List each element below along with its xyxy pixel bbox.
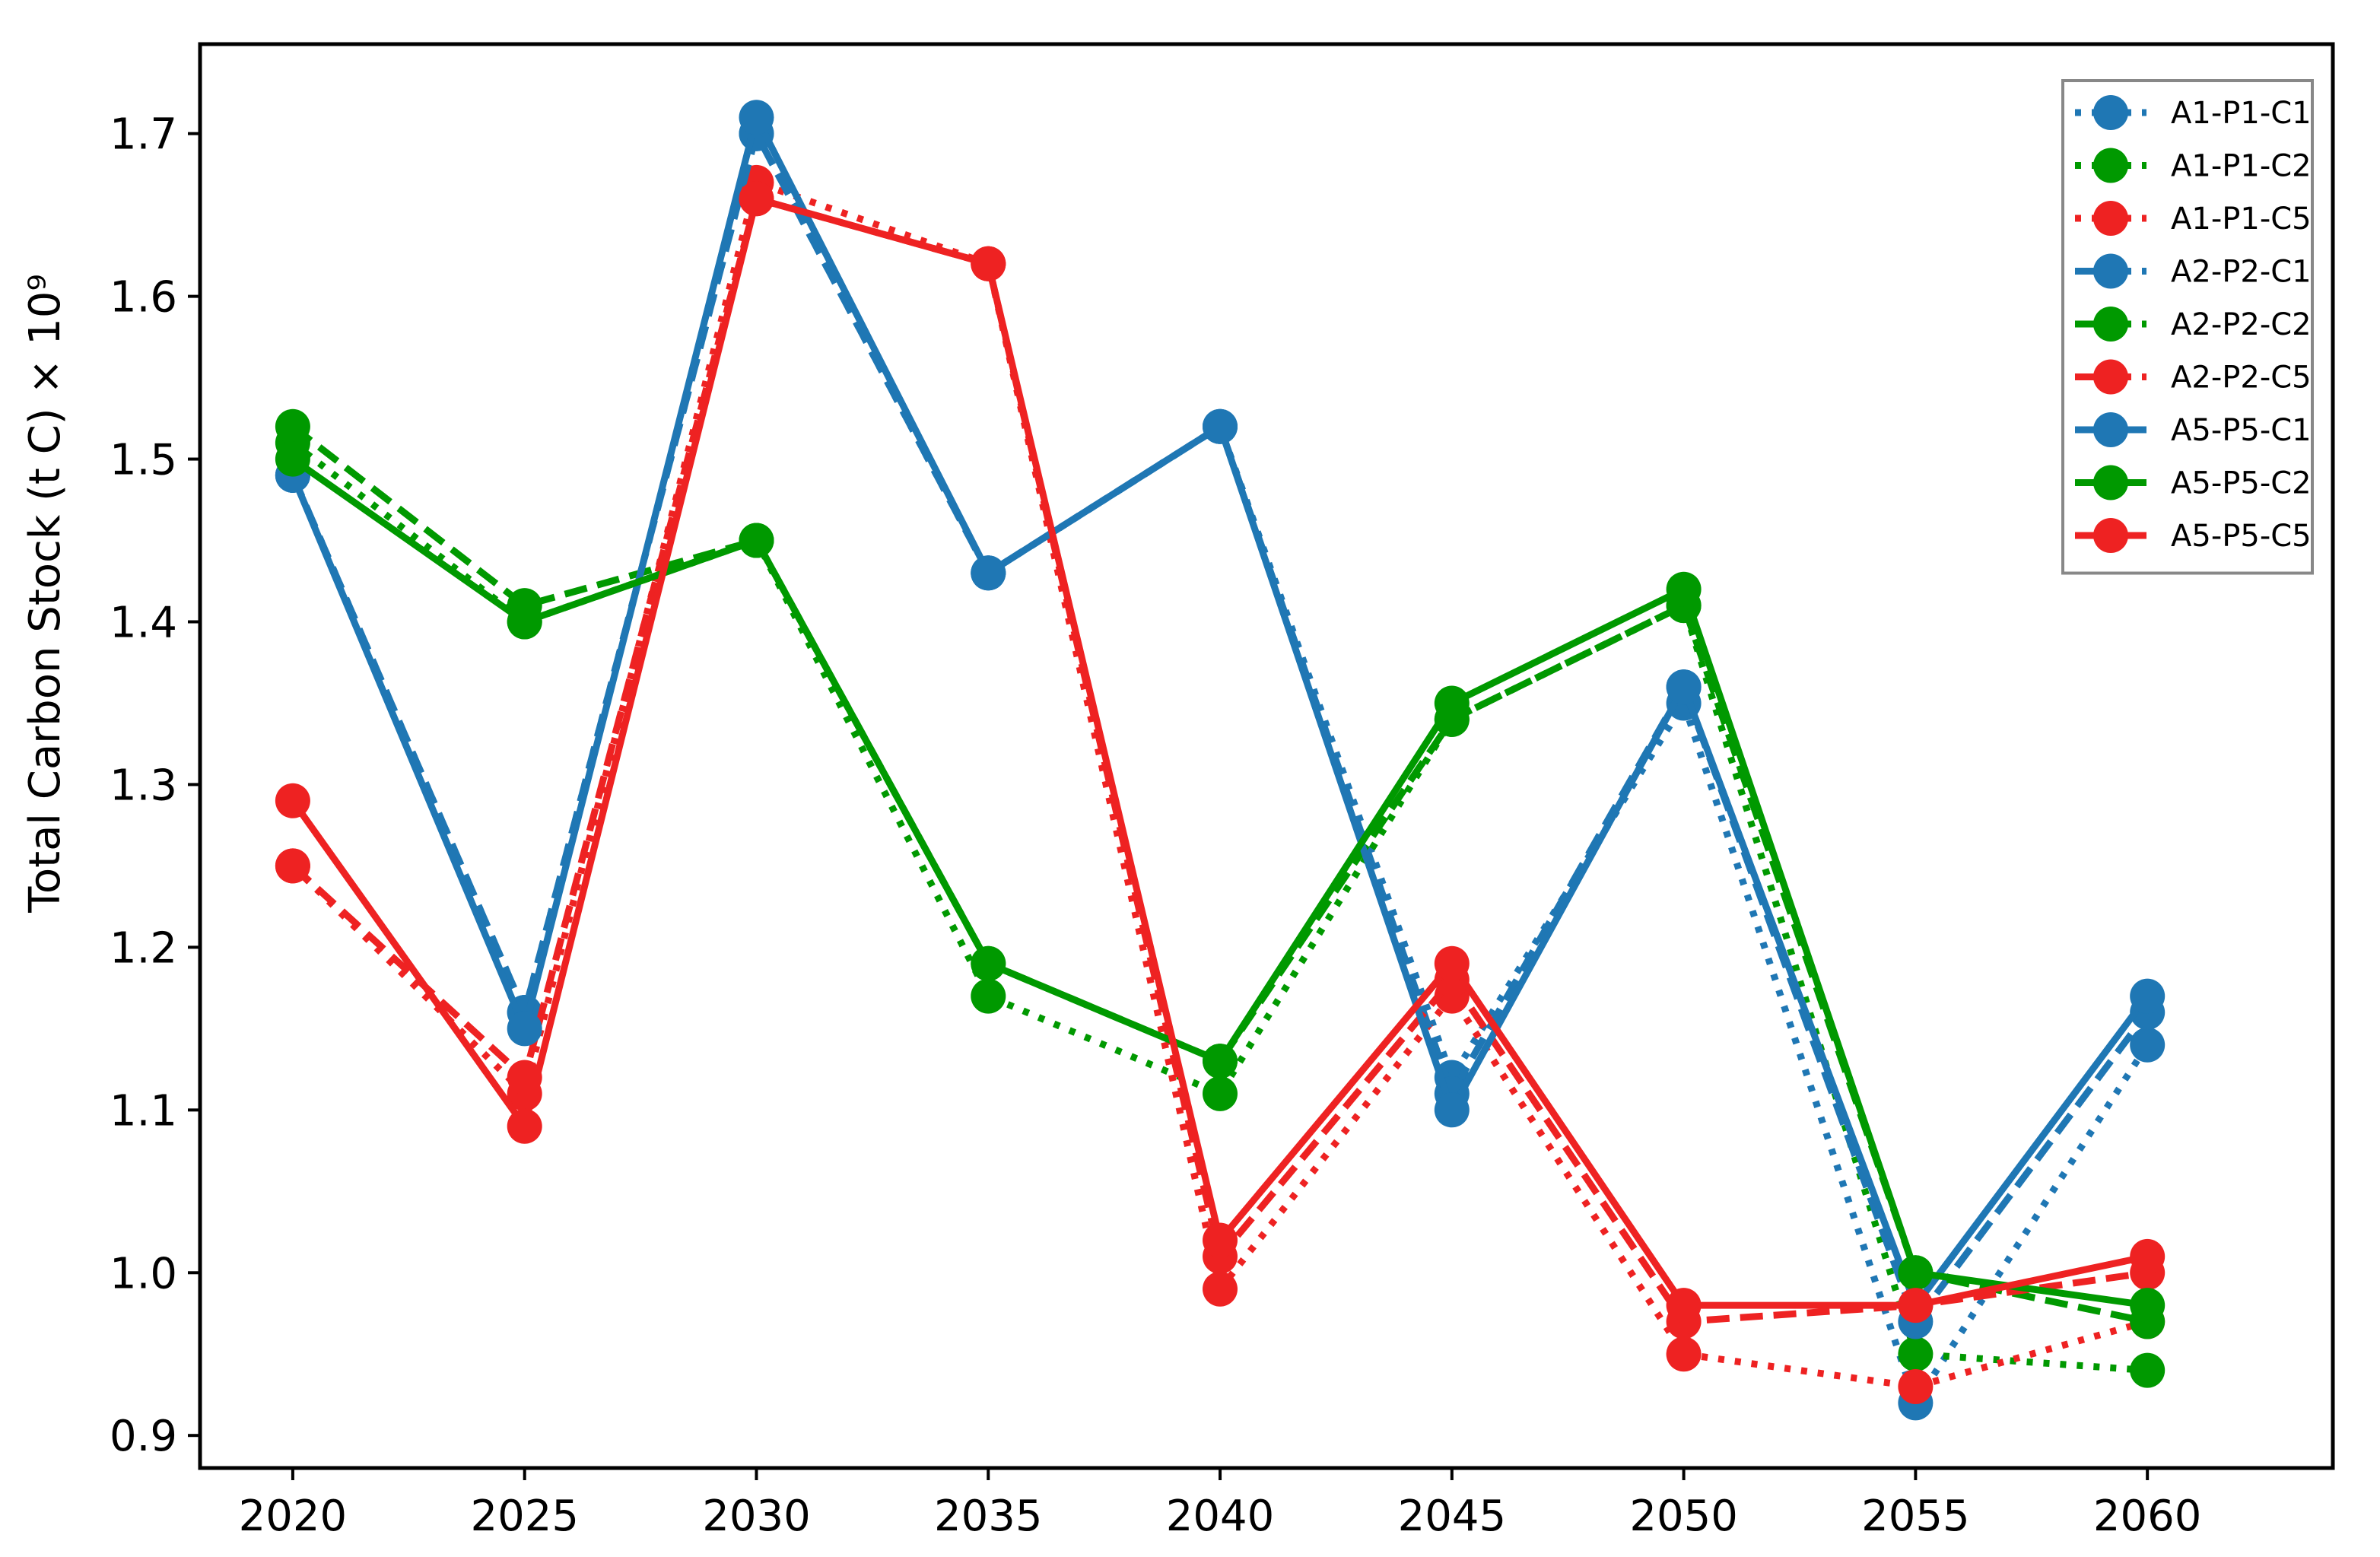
y-tick-label: 1.1 bbox=[110, 1086, 177, 1136]
data-point-A1-P1-C2-2040 bbox=[1203, 1076, 1238, 1111]
legend-marker-A1-P1-C2 bbox=[2093, 148, 2128, 183]
data-point-A1-P1-C1-2060 bbox=[2130, 1027, 2166, 1063]
data-point-A5-P5-C1-2045 bbox=[1434, 1092, 1470, 1128]
x-tick-label: 2035 bbox=[934, 1492, 1043, 1541]
y-tick-label: 1.7 bbox=[110, 110, 177, 160]
x-tick-label: 2025 bbox=[470, 1492, 579, 1541]
data-point-A5-P5-C2-2040 bbox=[1203, 1044, 1238, 1079]
data-point-A5-P5-C1-2060 bbox=[2130, 978, 2166, 1014]
data-point-A5-P5-C1-2025 bbox=[507, 1011, 542, 1047]
legend-label-A2-P2-C2: A2-P2-C2 bbox=[2171, 307, 2312, 342]
y-tick-label: 1.4 bbox=[110, 598, 177, 647]
x-tick-label: 2040 bbox=[1166, 1492, 1275, 1541]
data-point-A5-P5-C2-2060 bbox=[2130, 1288, 2166, 1323]
legend-marker-A5-P5-C5 bbox=[2093, 518, 2128, 553]
legend-label-A2-P2-C1: A2-P2-C1 bbox=[2171, 255, 2312, 290]
data-point-A5-P5-C2-2035 bbox=[971, 945, 1006, 981]
legend: A1-P1-C1 A1-P1-C2 A1-P1-C5 A2-P2-C1 A2-P2-C2… bbox=[2061, 79, 2314, 575]
data-point-A2-P2-C2-2020 bbox=[275, 408, 310, 444]
y-tick-label: 1.0 bbox=[110, 1249, 177, 1298]
legend-marker-A5-P5-C2 bbox=[2093, 465, 2128, 500]
legend-label-A5-P5-C5: A5-P5-C5 bbox=[2171, 519, 2312, 554]
y-tick-label: 1.6 bbox=[110, 273, 177, 323]
legend-label-A2-P2-C5: A2-P2-C5 bbox=[2171, 361, 2312, 396]
x-tick-label: 2030 bbox=[702, 1492, 811, 1541]
legend-marker-A1-P1-C1 bbox=[2093, 95, 2128, 130]
data-point-A5-P5-C5-2050 bbox=[1666, 1288, 1702, 1323]
data-point-A5-P5-C2-2025 bbox=[507, 604, 542, 640]
data-point-A5-P5-C5-2045 bbox=[1434, 945, 1470, 981]
data-point-A5-P5-C5-2060 bbox=[2130, 1238, 2166, 1274]
y-tick-label: 1.5 bbox=[110, 436, 177, 485]
data-point-A5-P5-C5-2055 bbox=[1898, 1288, 1934, 1323]
data-point-A1-P1-C5-2050 bbox=[1666, 1336, 1702, 1372]
plot-area bbox=[275, 100, 2166, 1421]
data-point-A5-P5-C1-2050 bbox=[1666, 669, 1702, 705]
data-point-A5-P5-C5-2040 bbox=[1203, 1222, 1238, 1258]
data-point-A5-P5-C1-2035 bbox=[971, 555, 1006, 591]
data-point-A5-P5-C5-2030 bbox=[739, 181, 774, 217]
data-point-A5-P5-C5-2035 bbox=[971, 246, 1006, 281]
x-tick-label: 2050 bbox=[1629, 1492, 1738, 1541]
data-point-A1-P1-C2-2060 bbox=[2130, 1352, 2166, 1388]
x-tick-label: 2055 bbox=[1861, 1492, 1970, 1541]
y-tick-label: 0.9 bbox=[110, 1412, 177, 1461]
axes-frame bbox=[198, 42, 2335, 1470]
data-point-A5-P5-C5-2025 bbox=[507, 1108, 542, 1144]
legend-marker-A5-P5-C1 bbox=[2093, 412, 2128, 447]
data-point-A5-P5-C2-2020 bbox=[275, 441, 310, 477]
legend-label-A1-P1-C2: A1-P1-C2 bbox=[2171, 149, 2312, 184]
data-point-A5-P5-C5-2020 bbox=[275, 783, 310, 818]
legend-marker-A2-P2-C5 bbox=[2093, 359, 2128, 395]
legend-marker-A2-P2-C2 bbox=[2093, 307, 2128, 342]
data-point-A5-P5-C2-2050 bbox=[1666, 571, 1702, 607]
x-tick-label: 2020 bbox=[239, 1492, 348, 1541]
data-point-A5-P5-C1-2030 bbox=[739, 100, 774, 135]
y-tick-label: 1.2 bbox=[110, 923, 177, 973]
legend-label-A1-P1-C1: A1-P1-C1 bbox=[2171, 96, 2312, 131]
y-axis-label: Total Carbon Stock (t C) × 10⁹ bbox=[21, 274, 70, 914]
legend-label-A5-P5-C2: A5-P5-C2 bbox=[2171, 466, 2312, 501]
legend-label-A1-P1-C5: A1-P1-C5 bbox=[2171, 202, 2312, 237]
data-point-A1-P1-C2-2055 bbox=[1898, 1336, 1934, 1372]
axes: 2020 2025 2030 2035 2040 2045 2050 2055 2060 0.9 1… bbox=[110, 42, 2335, 1541]
x-tick-label: 2045 bbox=[1398, 1492, 1507, 1541]
x-tick-label: 2060 bbox=[2093, 1492, 2202, 1541]
data-point-A5-P5-C2-2030 bbox=[739, 523, 774, 558]
data-point-A5-P5-C2-2045 bbox=[1434, 685, 1470, 721]
legend-marker-A2-P2-C1 bbox=[2093, 253, 2128, 289]
data-point-A2-P2-C5-2020 bbox=[275, 848, 310, 884]
data-point-A1-P1-C5-2040 bbox=[1203, 1271, 1238, 1307]
y-tick-label: 1.3 bbox=[110, 761, 177, 810]
data-point-A5-P5-C2-2055 bbox=[1898, 1255, 1934, 1291]
data-point-A1-P1-C2-2035 bbox=[971, 978, 1006, 1014]
data-point-A5-P5-C1-2040 bbox=[1203, 408, 1238, 444]
data-point-A1-P1-C5-2055 bbox=[1898, 1369, 1934, 1404]
legend-label-A5-P5-C1: A5-P5-C1 bbox=[2171, 413, 2312, 448]
legend-marker-A1-P1-C5 bbox=[2093, 201, 2128, 236]
